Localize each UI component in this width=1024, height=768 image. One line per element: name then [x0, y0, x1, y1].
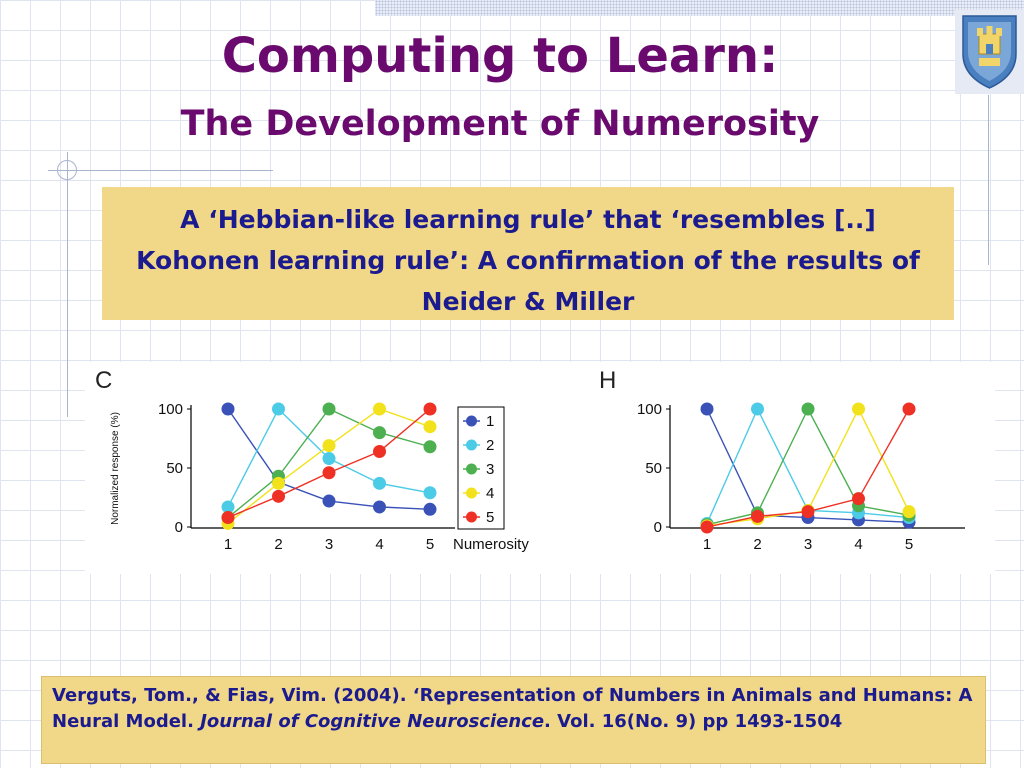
top-decorative-bar — [375, 0, 1024, 16]
data-point — [751, 509, 764, 523]
x-tick-label: 5 — [905, 536, 913, 553]
data-point — [322, 439, 336, 453]
data-point — [373, 426, 386, 440]
quote-text: A ‘Hebbian-like learning rule’ that ‘res… — [136, 205, 920, 316]
slide-subtitle: The Development of Numerosity — [180, 104, 820, 144]
data-point — [700, 520, 714, 534]
data-point — [272, 476, 285, 490]
x-tick-label: 4 — [854, 536, 862, 553]
data-point — [423, 420, 437, 434]
citation-lead: Verguts, Tom., & Fias, Vim. (2004). ‘Rep… — [52, 685, 973, 732]
citation-tail: . Vol. 16(No. 9) pp 1493-1504 — [544, 711, 843, 732]
x-tick-label: 1 — [703, 536, 711, 553]
x-tick-label: 3 — [325, 536, 333, 553]
legend-swatch — [466, 487, 477, 499]
data-point — [221, 402, 235, 416]
data-point — [902, 505, 916, 519]
decorative-rule — [67, 152, 68, 417]
y-tick-label: 50 — [645, 460, 662, 477]
data-point — [423, 440, 437, 454]
legend-label: 2 — [486, 437, 494, 454]
x-tick-label: 5 — [426, 536, 434, 553]
y-tick-label: 0 — [654, 519, 662, 536]
data-point — [423, 402, 437, 416]
data-point — [373, 500, 386, 514]
legend-label: 4 — [486, 485, 494, 502]
data-point — [751, 402, 764, 416]
data-point — [221, 500, 235, 514]
numerosity-figure: C 0 50 100 1 2 3 4 5 Normalized response (%) Numer… — [85, 362, 995, 574]
data-point — [221, 511, 235, 525]
decorative-rule — [988, 95, 989, 265]
data-point — [322, 402, 336, 416]
x-tick-label: 2 — [274, 536, 282, 553]
y-tick-label: 0 — [175, 519, 183, 536]
citation-box: Verguts, Tom., & Fias, Vim. (2004). ‘Rep… — [41, 676, 986, 764]
data-point — [322, 494, 336, 508]
data-point — [801, 505, 815, 519]
data-point — [423, 502, 437, 516]
data-point — [272, 489, 285, 503]
data-point — [373, 444, 386, 458]
legend-label: 3 — [486, 461, 494, 478]
data-point — [272, 402, 285, 416]
data-point — [852, 402, 865, 416]
y-axis-label: Normalized response (%) — [110, 412, 121, 525]
legend-swatch — [466, 439, 477, 451]
data-point — [852, 492, 865, 506]
data-point — [322, 466, 336, 480]
y-tick-label: 100 — [158, 401, 183, 418]
x-tick-label: 3 — [804, 536, 812, 553]
x-tick-label: 1 — [224, 536, 232, 553]
decorative-rule — [48, 170, 273, 171]
quote-box: A ‘Hebbian-like learning rule’ that ‘res… — [102, 187, 954, 320]
x-tick-label: 4 — [375, 536, 383, 553]
panel-label: C — [95, 367, 112, 394]
data-point — [373, 476, 386, 490]
legend-box — [457, 406, 505, 530]
legend-swatch — [466, 415, 477, 427]
data-point — [700, 402, 714, 416]
data-point — [423, 486, 437, 500]
panel-label: H — [599, 367, 616, 394]
x-tick-label: 2 — [753, 536, 761, 553]
citation-journal: Journal of Cognitive Neuroscience — [200, 711, 545, 732]
legend-label: 5 — [486, 509, 494, 526]
decorative-ring — [57, 160, 77, 180]
data-point — [373, 402, 386, 416]
university-crest — [955, 10, 1024, 94]
data-point — [801, 402, 815, 416]
data-point — [322, 452, 336, 466]
y-tick-label: 50 — [166, 460, 183, 477]
y-tick-label: 100 — [637, 401, 662, 418]
legend-label: 1 — [486, 413, 494, 430]
legend-swatch — [466, 463, 477, 475]
x-axis-label: Numerosity — [453, 536, 529, 553]
data-point — [902, 402, 916, 416]
slide-title: Computing to Learn: — [221, 28, 779, 84]
crest-shield-icon — [962, 15, 1017, 89]
legend-swatch — [466, 511, 477, 523]
